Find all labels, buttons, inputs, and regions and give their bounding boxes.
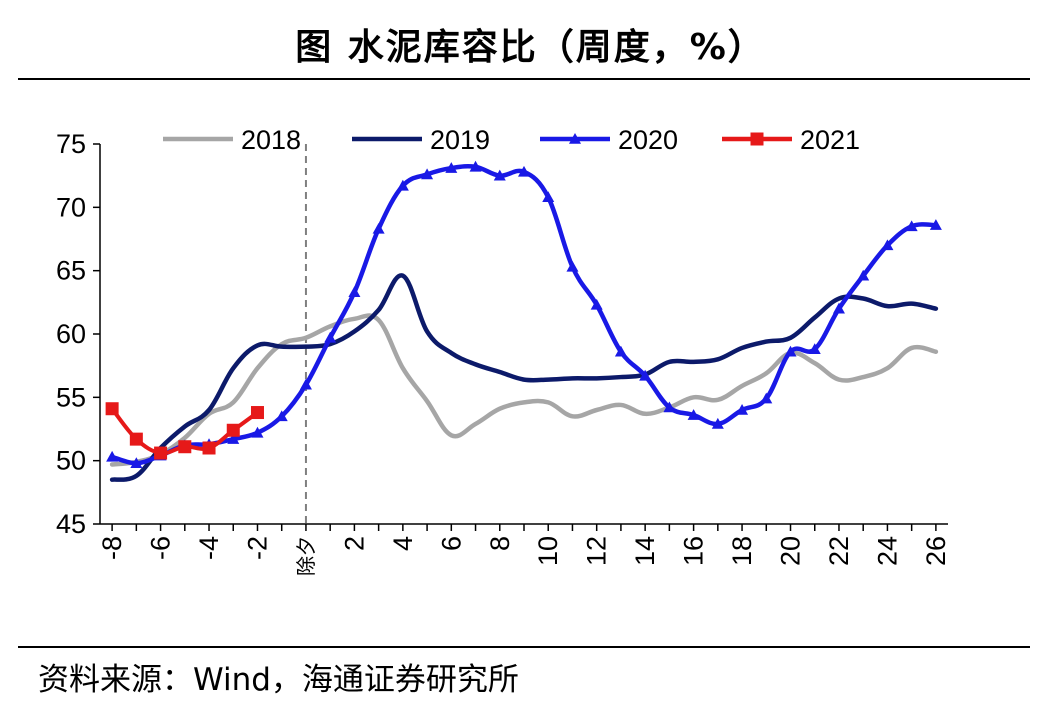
x-tick-label: 6 — [436, 536, 466, 551]
legend-label-2018: 2018 — [241, 125, 301, 155]
data-point-2020 — [736, 404, 749, 415]
data-point-2021 — [226, 423, 240, 437]
x-tick-label: 4 — [388, 536, 418, 551]
source-note: 资料来源：Wind，海通证券研究所 — [38, 662, 519, 698]
data-point-2020 — [832, 302, 845, 314]
data-point-2020 — [881, 239, 894, 251]
legend-marker-2020 — [569, 133, 581, 144]
x-tick-label: -4 — [194, 536, 224, 560]
data-point-2020 — [542, 191, 555, 202]
x-tick-label: 14 — [630, 536, 660, 566]
data-point-2020 — [396, 179, 409, 191]
series-line-2020 — [109, 163, 939, 466]
data-point-2020 — [711, 417, 724, 429]
data-point-2021 — [202, 441, 216, 455]
data-point-2020 — [857, 269, 870, 281]
y-tick-label: 55 — [56, 382, 86, 412]
data-point-2020 — [614, 345, 627, 357]
data-point-2021 — [129, 432, 143, 446]
data-point-2020 — [227, 433, 240, 444]
x-tick-label: 16 — [679, 536, 709, 566]
data-point-2021 — [178, 440, 192, 454]
data-point-2020 — [469, 160, 482, 172]
legend-label-2021: 2021 — [800, 125, 860, 155]
y-tick-label: 65 — [56, 256, 86, 286]
data-point-2020 — [760, 392, 773, 404]
y-tick-label: 45 — [56, 509, 86, 539]
data-point-2020 — [590, 298, 603, 310]
data-point-2020 — [493, 169, 506, 181]
y-tick-label: 60 — [56, 319, 86, 349]
y-tick-label: 70 — [56, 192, 86, 222]
data-point-2020 — [299, 378, 312, 390]
data-point-2020 — [324, 331, 337, 343]
data-point-2020 — [251, 426, 264, 438]
data-point-2020 — [663, 401, 676, 413]
data-point-2020 — [929, 219, 942, 230]
data-point-2020 — [106, 450, 119, 462]
series-line-2018 — [109, 313, 939, 467]
source-rule — [18, 646, 1030, 648]
x-tick-label: 22 — [824, 536, 854, 566]
data-point-2020 — [687, 409, 700, 420]
x-tick-label-chuxi: 除夕 — [294, 536, 318, 576]
plot-area — [105, 160, 942, 482]
y-tick-label: 50 — [56, 446, 86, 476]
x-tick-label: -8 — [97, 536, 127, 560]
x-tick-label: -6 — [146, 536, 176, 560]
data-point-2021 — [250, 406, 264, 420]
data-point-2020 — [808, 343, 821, 354]
title-rule — [18, 78, 1030, 80]
data-point-2020 — [372, 222, 385, 234]
legend-label-2019: 2019 — [430, 125, 490, 155]
x-tick-label: 10 — [533, 536, 563, 566]
data-point-2020 — [518, 165, 530, 177]
x-tick-label: 18 — [727, 536, 757, 566]
data-point-2020 — [348, 286, 361, 297]
data-point-2021 — [154, 446, 168, 460]
x-tick-label: -2 — [242, 536, 272, 560]
data-point-2020 — [445, 162, 458, 173]
data-point-2020 — [566, 260, 579, 272]
data-point-2020 — [130, 457, 143, 468]
series-line-2019 — [109, 273, 939, 482]
data-point-2021 — [105, 402, 119, 416]
data-point-2020 — [784, 345, 797, 357]
legend-label-2020: 2020 — [618, 125, 678, 155]
x-tick-label: 8 — [485, 536, 515, 551]
data-point-2020 — [905, 220, 918, 232]
x-tick-label: 26 — [921, 536, 951, 566]
legend: 2018 2019 2020 2021 — [163, 125, 860, 155]
x-tick-label: 2 — [339, 536, 369, 551]
data-point-2020 — [639, 369, 652, 381]
y-tick-label: 75 — [56, 129, 86, 159]
legend-marker-2021 — [750, 132, 764, 146]
x-tick-label: 24 — [872, 536, 902, 566]
chart-title: 图 水泥库容比（周度，%） — [295, 27, 766, 68]
data-point-2020 — [421, 168, 434, 180]
x-tick-label: 12 — [582, 536, 612, 566]
x-tick-label: 20 — [776, 536, 806, 566]
data-point-2020 — [275, 410, 288, 422]
